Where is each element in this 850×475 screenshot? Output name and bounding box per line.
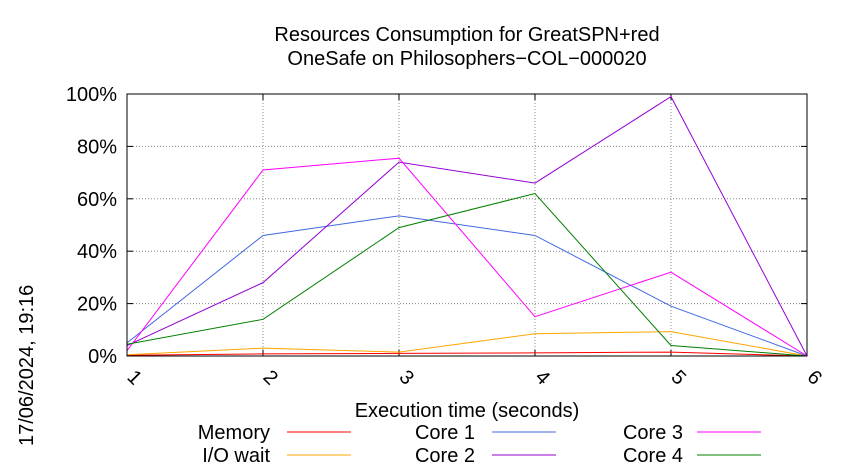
series-line-i-o-wait (126, 331, 808, 357)
y-tick-label: 40% (77, 241, 117, 263)
y-tick-label: 60% (77, 189, 117, 211)
series-line-memory (126, 351, 808, 357)
x-tick-label: 2 (259, 366, 282, 389)
y-axis-ticks: 0% 20% 40% 60% 80% 100% (66, 84, 807, 368)
x-axis-label: Execution time (seconds) (355, 400, 580, 422)
series-lines (126, 95, 808, 357)
chart-title-line-2: OneSafe on Philosophers−COL−000020 (287, 48, 646, 70)
x-tick-label: 5 (667, 366, 690, 389)
timestamp: 17/06/2024, 19:16 (16, 285, 38, 446)
plot-frame (126, 93, 808, 357)
y-tick-label: 100% (66, 84, 117, 106)
grid-lines (127, 94, 807, 356)
series-line-core-1 (126, 215, 808, 357)
legend-label: Memory (198, 422, 270, 444)
x-axis-ticks: 1 2 3 4 5 6 (123, 94, 826, 389)
series-line-core-3 (126, 157, 808, 357)
legend-label: Core 4 (623, 445, 683, 467)
x-tick-label: 4 (531, 366, 554, 389)
x-tick-label: 3 (395, 366, 418, 389)
y-tick-label: 80% (77, 136, 117, 158)
y-tick-label: 20% (77, 294, 117, 316)
y-tick-label: 0% (88, 346, 117, 368)
legend-label: Core 3 (623, 422, 683, 444)
series-line-core-2 (126, 95, 808, 357)
series-line-core-4 (126, 193, 808, 357)
legend-label: I/O wait (202, 445, 270, 467)
legend-label: Core 1 (415, 422, 475, 444)
x-tick-label: 6 (803, 366, 826, 389)
x-tick-label: 1 (123, 366, 146, 389)
legend-label: Core 2 (415, 445, 475, 467)
chart-title-line-1: Resources Consumption for GreatSPN+red (274, 24, 659, 46)
